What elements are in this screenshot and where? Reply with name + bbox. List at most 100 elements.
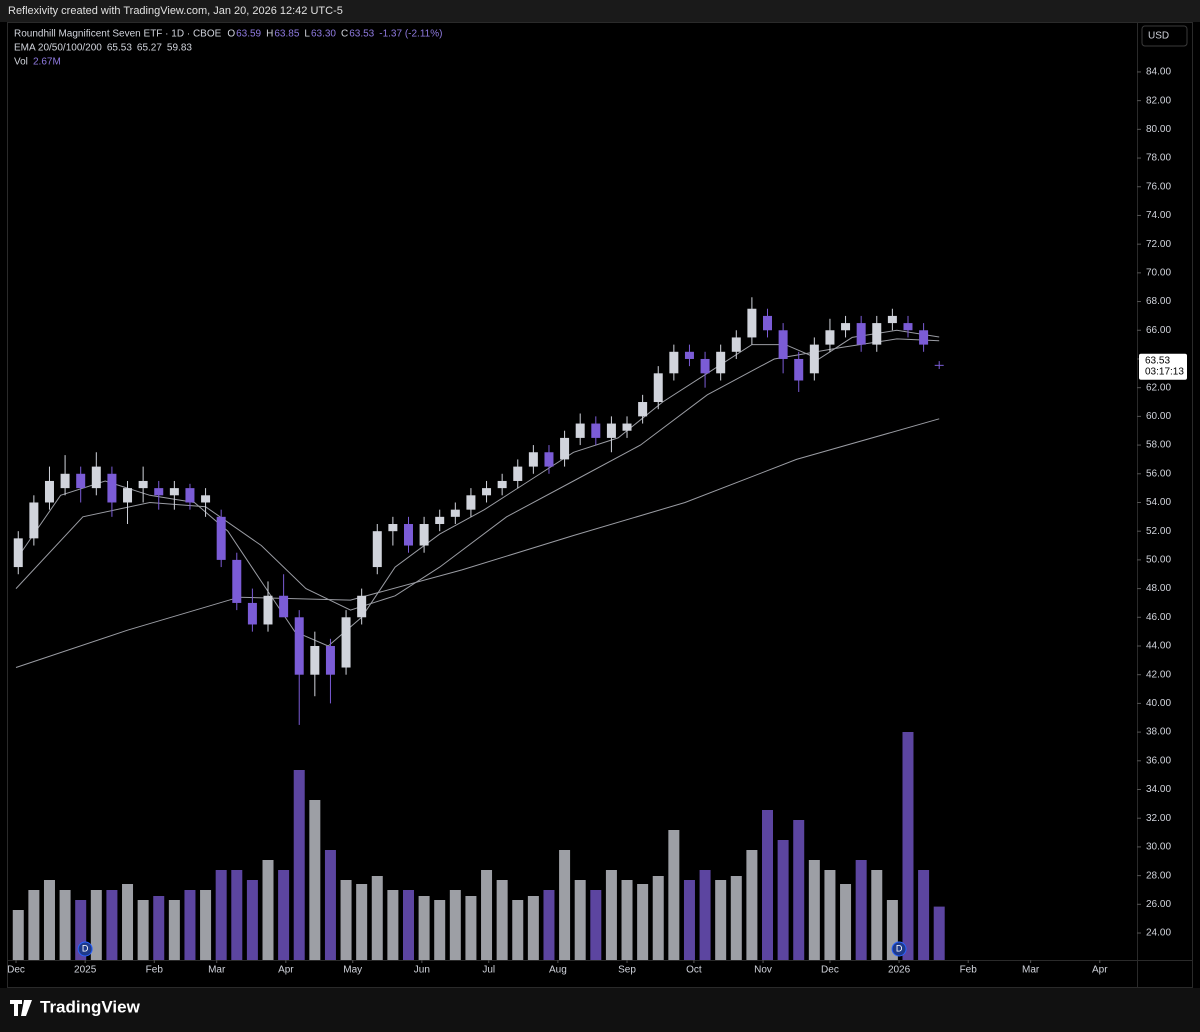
y-tick-label: 32.00 bbox=[1146, 813, 1171, 824]
candle-body bbox=[185, 488, 195, 503]
x-tick-label: 2025 bbox=[74, 965, 97, 976]
volume-bar bbox=[200, 890, 212, 960]
volume-bar bbox=[262, 860, 274, 960]
y-tick-label: 60.00 bbox=[1146, 411, 1171, 422]
candle-body bbox=[216, 516, 226, 560]
y-tick-label: 80.00 bbox=[1146, 124, 1171, 135]
y-tick-label: 34.00 bbox=[1146, 784, 1171, 795]
candle-body bbox=[466, 495, 476, 510]
volume-bar bbox=[840, 884, 852, 960]
currency-button[interactable] bbox=[1141, 25, 1188, 47]
y-tick-label: 72.00 bbox=[1146, 239, 1171, 250]
candle-body bbox=[107, 473, 117, 503]
candle-body bbox=[91, 466, 101, 489]
volume-bar bbox=[808, 860, 820, 960]
chart-title: Roundhill Magnificent Seven ETF · 1D · C… bbox=[14, 29, 222, 40]
y-tick-label: 68.00 bbox=[1146, 296, 1171, 307]
candle-body bbox=[934, 364, 944, 366]
volume-bar bbox=[777, 840, 789, 960]
x-tick-label: Sep bbox=[618, 965, 636, 976]
volume-bar bbox=[12, 910, 24, 960]
x-tick-label: Feb bbox=[960, 965, 978, 976]
y-tick-label: 36.00 bbox=[1146, 755, 1171, 766]
y-tick-label: 62.00 bbox=[1146, 382, 1171, 393]
volume-bar bbox=[621, 880, 633, 960]
candle-body bbox=[201, 495, 211, 503]
candle-body bbox=[123, 488, 133, 503]
candle-body bbox=[700, 358, 710, 374]
candle-body bbox=[154, 488, 164, 496]
candle-body bbox=[919, 330, 929, 345]
volume-bar bbox=[730, 876, 742, 960]
candle-body bbox=[684, 351, 694, 359]
x-tick-label: Apr bbox=[278, 965, 294, 976]
volume-bar bbox=[918, 870, 930, 960]
y-tick-label: 84.00 bbox=[1146, 67, 1171, 78]
y-tick-label: 48.00 bbox=[1146, 583, 1171, 594]
x-tick-label: Mar bbox=[208, 965, 226, 976]
volume-bar bbox=[465, 896, 477, 960]
volume-bar bbox=[59, 890, 71, 960]
quote-key: O bbox=[227, 29, 235, 40]
volume-bar bbox=[324, 850, 336, 960]
volume-bar bbox=[418, 896, 430, 960]
ema-value: 59.83 bbox=[167, 43, 192, 54]
y-tick-label: 74.00 bbox=[1146, 210, 1171, 221]
quote-value: 63.85 bbox=[274, 29, 299, 40]
volume-bar bbox=[746, 850, 758, 960]
ema-readout: 65.53 65.27 59.83 bbox=[107, 43, 193, 54]
x-tick-label: Dec bbox=[821, 965, 839, 976]
volume-bar bbox=[153, 896, 165, 960]
y-tick-label: 28.00 bbox=[1146, 870, 1171, 881]
candle-body bbox=[263, 595, 273, 625]
volume-bar bbox=[184, 890, 196, 960]
y-tick-label: 46.00 bbox=[1146, 612, 1171, 623]
dividend-label: D bbox=[82, 943, 89, 953]
volume-bar bbox=[434, 900, 446, 960]
x-tick-label: Mar bbox=[1022, 965, 1040, 976]
top-bar bbox=[0, 0, 1200, 22]
volume-bar bbox=[356, 884, 368, 960]
volume-bar bbox=[715, 880, 727, 960]
volume-bar bbox=[559, 850, 571, 960]
volume-bar bbox=[122, 884, 134, 960]
candle-body bbox=[528, 452, 538, 467]
brand: TradingView bbox=[40, 997, 141, 1016]
x-tick-label: Apr bbox=[1092, 965, 1108, 976]
candle-body bbox=[544, 452, 554, 467]
y-tick-label: 70.00 bbox=[1146, 268, 1171, 279]
price-tag bbox=[1139, 353, 1187, 380]
candle-body bbox=[841, 323, 851, 331]
candle-body bbox=[13, 538, 23, 568]
volume-bar bbox=[824, 870, 836, 960]
candle-body bbox=[606, 423, 616, 438]
dividend-marker bbox=[891, 941, 907, 957]
candle-body bbox=[357, 595, 367, 618]
quote-value: 63.53 bbox=[349, 29, 374, 40]
y-tick-label: 56.00 bbox=[1146, 468, 1171, 479]
volume-bar bbox=[106, 890, 118, 960]
countdown: 03:17:13 bbox=[1145, 366, 1184, 377]
candle-body bbox=[403, 524, 413, 546]
volume-bar bbox=[605, 870, 617, 960]
candle-body bbox=[560, 437, 570, 460]
volume-bar bbox=[278, 870, 290, 960]
x-tick-label: 2026 bbox=[888, 965, 911, 976]
ema-value: 65.27 bbox=[137, 43, 162, 54]
candle-body bbox=[653, 373, 663, 403]
y-tick-label: 50.00 bbox=[1146, 555, 1171, 566]
candle-body bbox=[669, 351, 679, 374]
volume-bar bbox=[387, 890, 399, 960]
candle-body bbox=[29, 502, 39, 539]
quote-key: C bbox=[341, 29, 348, 40]
credit: Reflexivity created with TradingView.com… bbox=[8, 5, 343, 17]
price-tag-value: 63.53 bbox=[1145, 355, 1170, 366]
volume-bar bbox=[137, 900, 149, 960]
y-tick-label: 44.00 bbox=[1146, 641, 1171, 652]
volume-bar bbox=[496, 880, 508, 960]
candle-body bbox=[138, 480, 148, 489]
volume-bar bbox=[371, 876, 383, 960]
volume-bar bbox=[309, 800, 321, 960]
quote-value: 63.30 bbox=[311, 29, 336, 40]
